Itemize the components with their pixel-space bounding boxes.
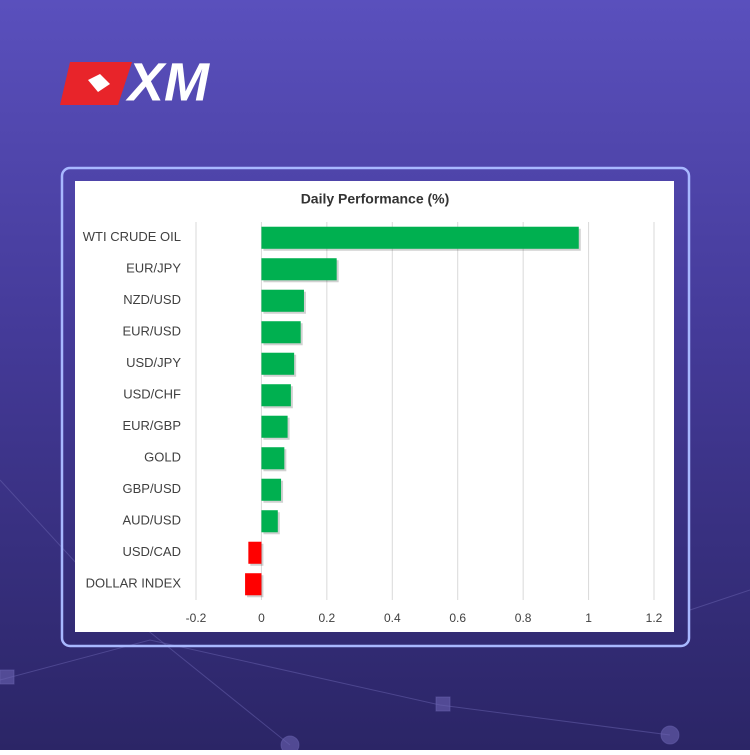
x-tick-label: 0 <box>258 611 265 625</box>
y-tick-label: GBP/USD <box>122 481 181 496</box>
y-tick-label: EUR/USD <box>122 324 181 339</box>
bar <box>261 384 291 407</box>
y-tick-label: AUD/USD <box>122 513 181 528</box>
y-tick-label: EUR/GBP <box>122 418 181 433</box>
y-tick-label: EUR/JPY <box>126 261 181 276</box>
x-tick-label: -0.2 <box>186 611 207 625</box>
y-tick-label: NZD/USD <box>123 292 181 307</box>
logo-mark-detail <box>88 74 110 92</box>
y-tick-label: GOLD <box>144 450 181 465</box>
y-tick-label: USD/CHF <box>123 387 181 402</box>
x-tick-label: 1 <box>585 611 592 625</box>
bar <box>261 478 282 501</box>
bar <box>261 510 278 533</box>
bar <box>261 447 285 470</box>
chart-title: Daily Performance (%) <box>301 191 450 207</box>
x-tick-label: 0.6 <box>449 611 466 625</box>
x-tick-label: 1.2 <box>646 611 663 625</box>
frame <box>60 166 691 648</box>
bar <box>261 321 301 344</box>
bar <box>261 289 304 312</box>
x-tick-label: 0.2 <box>319 611 336 625</box>
bar <box>261 352 295 375</box>
y-tick-label: USD/JPY <box>126 355 181 370</box>
x-tick-label: 0.4 <box>384 611 401 625</box>
bar <box>245 573 262 596</box>
bar <box>261 226 579 249</box>
logo-text: XM <box>125 52 210 112</box>
y-tick-label: WTI CRUDE OIL <box>83 229 181 244</box>
bar <box>261 258 337 281</box>
bar <box>248 541 262 564</box>
y-tick-label: USD/CAD <box>122 544 181 559</box>
chart-area <box>75 181 674 632</box>
x-tick-label: 0.8 <box>515 611 532 625</box>
bar <box>261 415 288 438</box>
y-tick-label: DOLLAR INDEX <box>86 576 182 591</box>
logo: XM <box>60 52 210 112</box>
